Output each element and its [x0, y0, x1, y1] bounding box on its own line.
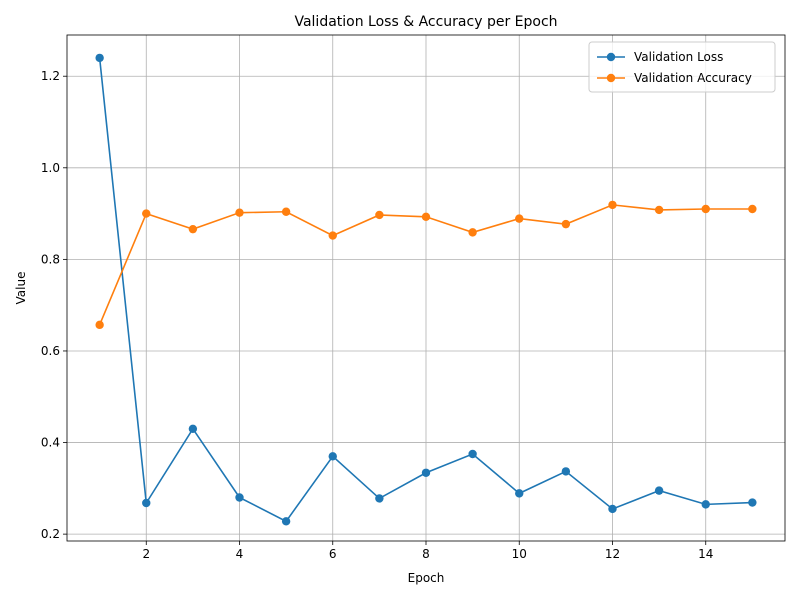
data-point — [654, 205, 664, 215]
data-point — [281, 517, 291, 526]
data-point — [654, 486, 664, 495]
data-point — [328, 231, 337, 240]
data-point — [188, 424, 198, 434]
grid — [67, 35, 785, 541]
data-point — [608, 504, 617, 514]
x-tick-label: 12 — [605, 547, 620, 561]
y-tick-label: 1.2 — [41, 69, 60, 83]
data-point — [608, 200, 617, 210]
data-point — [188, 224, 198, 234]
data-point — [375, 494, 384, 503]
data-point — [142, 209, 151, 218]
y-tick-label: 1.0 — [41, 161, 60, 175]
data-point — [561, 219, 571, 229]
data-point — [421, 468, 431, 477]
legend-label: Validation Loss — [634, 50, 723, 64]
x-tick-label: 14 — [698, 547, 713, 561]
y-tick-label: 0.2 — [41, 527, 60, 541]
x-tick-label: 8 — [422, 547, 430, 561]
data-point — [748, 204, 757, 214]
legend-box — [588, 41, 776, 93]
data-point — [701, 204, 710, 214]
data-point — [515, 489, 524, 498]
series-validation-accuracy — [95, 200, 757, 330]
chart-title: Validation Loss & Accuracy per Epoch — [294, 14, 557, 30]
x-tick-label: 2 — [142, 547, 150, 561]
data-point — [468, 228, 477, 237]
data-point — [235, 208, 244, 217]
y-axis-label: Value — [14, 272, 28, 305]
data-point — [328, 452, 337, 461]
data-point — [95, 320, 104, 330]
series-validation-loss — [95, 53, 757, 526]
data-point — [142, 498, 151, 508]
data-point — [95, 53, 104, 63]
legend-label: Validation Accuracy — [634, 71, 752, 85]
data-point — [375, 210, 384, 220]
legend-item: Validation Loss — [597, 50, 723, 64]
data-point — [468, 449, 477, 459]
x-axis-label: Epoch — [408, 571, 445, 585]
data-point — [281, 207, 291, 216]
x-tick-label: 10 — [512, 547, 527, 561]
data-point — [235, 493, 244, 502]
data-point — [515, 214, 524, 223]
legend-marker — [606, 52, 616, 62]
legend: Validation Loss Validation Accuracy — [588, 41, 776, 93]
data-point — [748, 498, 757, 507]
ticks: 2 4 6 8 10 12 14 0.2 0.4 0.6 0.8 1.0 1.2 — [41, 69, 713, 561]
legend-marker — [606, 73, 616, 83]
series-layer — [95, 53, 757, 526]
y-tick-label: 0.4 — [41, 436, 60, 450]
x-tick-label: 6 — [329, 547, 337, 561]
y-tick-label: 0.8 — [41, 252, 60, 266]
data-point — [561, 467, 571, 476]
y-tick-label: 0.6 — [41, 344, 60, 358]
legend-item: Validation Accuracy — [597, 71, 752, 85]
data-point — [701, 500, 710, 509]
data-point — [421, 212, 431, 221]
x-tick-label: 4 — [236, 547, 244, 561]
